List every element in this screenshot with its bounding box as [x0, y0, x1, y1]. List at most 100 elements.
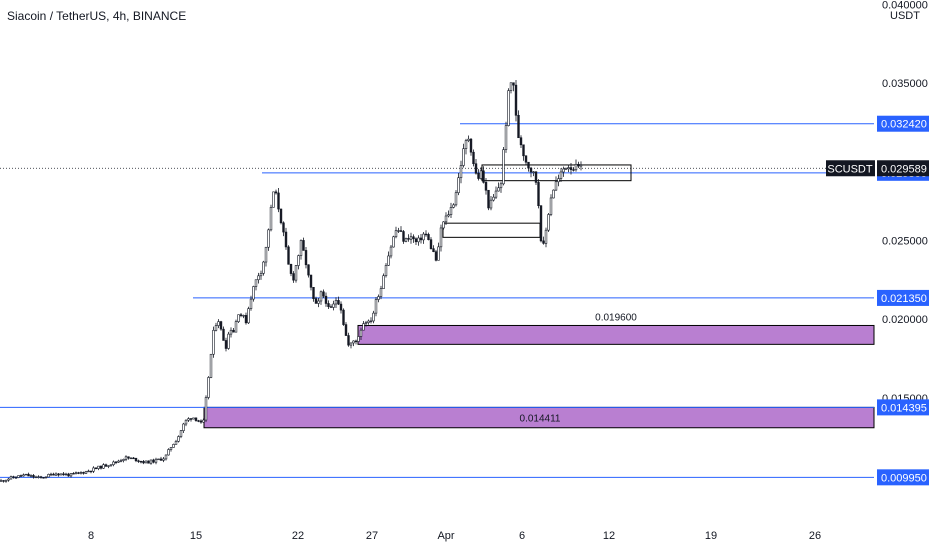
candle-body	[434, 251, 438, 261]
candle-body	[309, 274, 313, 288]
candle-body	[14, 477, 18, 479]
candle-body	[487, 189, 490, 209]
candle-body	[337, 300, 340, 305]
candle-body	[162, 458, 165, 461]
candle-body	[189, 418, 193, 420]
candle-body	[92, 467, 95, 472]
price-axis-unit: USDT	[890, 10, 920, 22]
candle-body	[87, 470, 90, 473]
candle-body	[399, 230, 403, 232]
candle-body	[169, 447, 173, 450]
current-price-label: 0.029589	[881, 163, 927, 175]
time-axis-tick: 6	[519, 530, 525, 542]
candle-body	[297, 255, 300, 266]
candle-body	[224, 340, 228, 349]
candle-body	[74, 472, 78, 474]
candle-body	[537, 182, 540, 206]
candle-body	[124, 456, 128, 460]
candle-body	[222, 328, 225, 341]
candle-body	[147, 460, 150, 464]
candle-body	[77, 472, 80, 474]
candle-body	[412, 236, 415, 240]
candle-body	[289, 263, 293, 274]
candle-body	[367, 320, 370, 323]
candle-body	[177, 436, 180, 442]
candle-body	[232, 329, 235, 333]
price-level-label: 0.021350	[881, 293, 927, 305]
candle-body	[407, 238, 410, 240]
candle-body	[174, 441, 178, 445]
candle-body	[517, 114, 520, 139]
candle-body	[192, 417, 195, 420]
candle-body	[527, 161, 530, 169]
candle-body	[184, 419, 188, 425]
candle-body	[389, 246, 393, 257]
candle-body	[32, 475, 35, 478]
candle-body	[357, 336, 360, 342]
candle-body	[552, 189, 555, 199]
candle-body	[529, 167, 533, 173]
candle-body	[454, 192, 458, 206]
candle-body	[449, 207, 453, 216]
candle-body	[229, 329, 233, 335]
candle-body	[154, 458, 158, 463]
candle-body	[209, 353, 213, 378]
candle-body	[324, 295, 328, 304]
candle-body	[362, 323, 365, 331]
candle-body	[519, 137, 523, 146]
zone-rect[interactable]	[357, 324, 875, 345]
candle-body	[67, 473, 70, 477]
candle-body	[534, 171, 538, 183]
candle-body	[49, 473, 53, 476]
candle-body	[217, 321, 220, 326]
candle-body	[409, 236, 413, 240]
candle-body	[354, 340, 358, 343]
zone-label: 0.014411	[520, 414, 561, 425]
candle-body	[152, 459, 155, 463]
candle-body	[484, 182, 488, 191]
candle-body	[282, 222, 285, 233]
candle-body	[267, 229, 270, 248]
price-axis-tick: 0.035000	[882, 78, 928, 90]
candle-body	[327, 303, 330, 307]
candle-body	[577, 163, 580, 167]
candle-body	[524, 155, 528, 163]
candle-body	[54, 473, 58, 476]
candle-body	[4, 479, 8, 482]
candle-body	[392, 236, 395, 248]
candle-body	[307, 264, 310, 276]
price-axis-tick: 0.025000	[882, 235, 928, 247]
candle-body	[339, 303, 343, 311]
candle-body	[89, 470, 93, 473]
time-axis-tick: 15	[190, 530, 202, 542]
candle-body	[182, 423, 185, 431]
candle-body	[72, 473, 75, 475]
candle-body	[292, 273, 295, 281]
candle-body	[509, 82, 513, 91]
candle-body	[249, 298, 253, 309]
candle-body	[369, 320, 373, 323]
candle-body	[349, 342, 353, 346]
symbol-label: SCUSDT	[827, 163, 873, 175]
candle-body	[562, 168, 565, 173]
candle-body	[122, 459, 125, 461]
candle-body	[462, 148, 465, 166]
candle-body	[514, 84, 518, 116]
consolidation-box[interactable]	[442, 222, 541, 238]
candle-body	[442, 221, 445, 229]
candle-body	[419, 237, 423, 241]
candle-body	[2, 480, 5, 482]
candle-body	[432, 248, 435, 252]
candle-body	[234, 321, 238, 333]
candle-body	[52, 473, 55, 476]
candle-body	[127, 456, 130, 459]
candle-body	[69, 473, 73, 477]
candle-body	[99, 465, 103, 469]
candle-body	[502, 149, 505, 185]
candle-body	[94, 467, 98, 470]
candle-body	[387, 255, 390, 266]
candle-body	[244, 315, 248, 324]
candle-body	[429, 239, 433, 249]
candle-body	[532, 171, 535, 173]
